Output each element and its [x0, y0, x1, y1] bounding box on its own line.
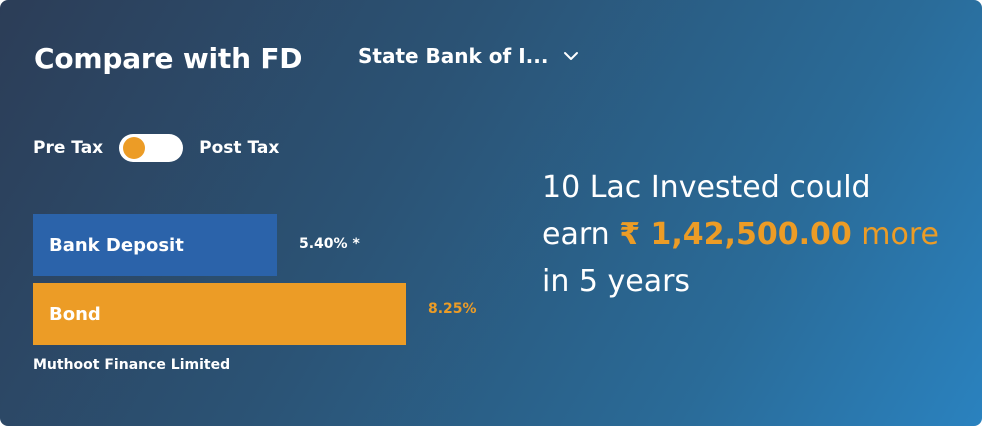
summary-line-1: 10 Lac Invested could: [542, 170, 871, 205]
tax-toggle-group: Pre Tax Post Tax: [33, 134, 279, 162]
bank-deposit-label: Bank Deposit: [49, 234, 184, 256]
summary-line-2: earn ₹ 1,42,500.00 more: [542, 211, 962, 258]
issuer-name: Muthoot Finance Limited: [33, 357, 231, 373]
chevron-down-icon: [564, 52, 579, 60]
card-title: Compare with FD: [34, 42, 303, 75]
summary-earn-text: earn: [542, 217, 610, 252]
bond-label: Bond: [49, 303, 101, 325]
summary-amount: ₹ 1,42,500.00: [619, 217, 852, 252]
bank-deposit-rate: 5.40% *: [299, 236, 360, 252]
pre-tax-label[interactable]: Pre Tax: [33, 138, 104, 158]
bank-deposit-bar: Bank Deposit: [33, 214, 277, 276]
summary-more-text: more: [861, 217, 939, 252]
bank-selector-dropdown[interactable]: State Bank of I...: [358, 44, 580, 68]
bond-bar: Bond: [33, 283, 406, 345]
bond-rate: 8.25%: [428, 301, 477, 317]
returns-summary: 10 Lac Invested could earn ₹ 1,42,500.00…: [542, 164, 962, 305]
bank-selector-value: State Bank of I...: [358, 44, 549, 68]
post-tax-label[interactable]: Post Tax: [199, 138, 280, 158]
tax-toggle-switch[interactable]: [119, 134, 184, 162]
summary-line-3: in 5 years: [542, 264, 691, 299]
toggle-knob: [123, 137, 146, 159]
